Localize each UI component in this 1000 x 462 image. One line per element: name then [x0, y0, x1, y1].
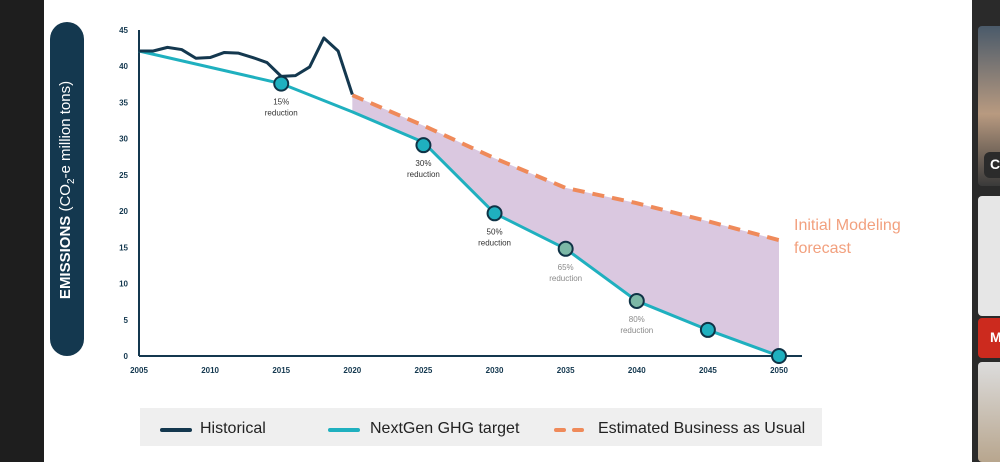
y-tick-label: 35 — [119, 98, 128, 107]
x-tick-label: 2045 — [699, 366, 717, 375]
y-tick-label: 0 — [124, 352, 129, 361]
target-milestone-marker — [486, 205, 503, 222]
participant-tile-m[interactable]: M — [978, 318, 1000, 358]
x-tick-label: 2035 — [557, 366, 575, 375]
series-historical-line — [139, 36, 354, 95]
x-tick-label: 2030 — [486, 366, 504, 375]
participant-video-thumbnail[interactable]: C — [978, 26, 1000, 186]
y-tick-label: 30 — [119, 135, 128, 144]
forecast-annotation-line1: Initial Modeling — [794, 217, 901, 234]
target-milestone-marker — [628, 292, 645, 309]
reduction-percent-label: 80% — [629, 315, 645, 324]
y-tick-label: 25 — [119, 171, 128, 180]
x-tick-label: 2040 — [628, 366, 646, 375]
reduction-word-label: reduction — [265, 109, 298, 118]
legend-historical-label: Historical — [200, 420, 266, 437]
participant-video-thumbnail-2[interactable] — [978, 362, 1000, 462]
reduction-word-label: reduction — [478, 238, 511, 247]
x-tick-label: 2020 — [343, 366, 361, 375]
legend-bau-swatch-dash2 — [572, 428, 584, 432]
reduction-word-label: reduction — [620, 326, 653, 335]
participant-tile-blank[interactable] — [978, 196, 1000, 316]
participant-name-chip — [984, 152, 1000, 178]
participant-initial-c: C — [990, 156, 1000, 172]
presentation-slide — [44, 0, 972, 462]
gap-shaded-area — [352, 95, 779, 356]
y-tick-label: 45 — [119, 26, 128, 35]
participant-initial-m: M — [990, 329, 1000, 345]
legend-target-label: NextGen GHG target — [370, 420, 520, 437]
y-tick-label: 5 — [124, 316, 129, 325]
reduction-word-label: reduction — [407, 170, 440, 179]
legend — [140, 408, 822, 446]
forecast-annotation-line2: forecast — [794, 240, 851, 257]
legend-historical-swatch — [160, 428, 192, 432]
x-tick-label: 2015 — [272, 366, 290, 375]
reduction-percent-label: 65% — [558, 263, 574, 272]
reduction-percent-label: 50% — [487, 227, 503, 236]
x-tick-label: 2010 — [201, 366, 219, 375]
target-milestone-marker — [771, 348, 787, 364]
x-tick-label: 2025 — [415, 366, 433, 375]
legend-bau-swatch-dash1 — [554, 428, 566, 432]
y-tick-label: 10 — [119, 280, 128, 289]
legend-target-swatch — [328, 428, 360, 432]
x-tick-label: 2005 — [130, 366, 148, 375]
target-milestone-marker — [415, 137, 432, 154]
legend-bau-label: Estimated Business as Usual — [598, 420, 806, 437]
target-milestone-marker — [273, 75, 290, 92]
x-tick-label: 2050 — [770, 366, 788, 375]
reduction-percent-label: 30% — [415, 159, 431, 168]
target-milestone-marker — [557, 240, 574, 257]
reduction-percent-label: 15% — [273, 98, 289, 107]
y-tick-label: 40 — [119, 62, 128, 71]
y-tick-label: 20 — [119, 207, 128, 216]
y-axis-label-pill — [50, 22, 84, 356]
target-milestone-marker — [699, 321, 716, 338]
reduction-word-label: reduction — [549, 274, 582, 283]
y-tick-label: 15 — [119, 243, 128, 252]
